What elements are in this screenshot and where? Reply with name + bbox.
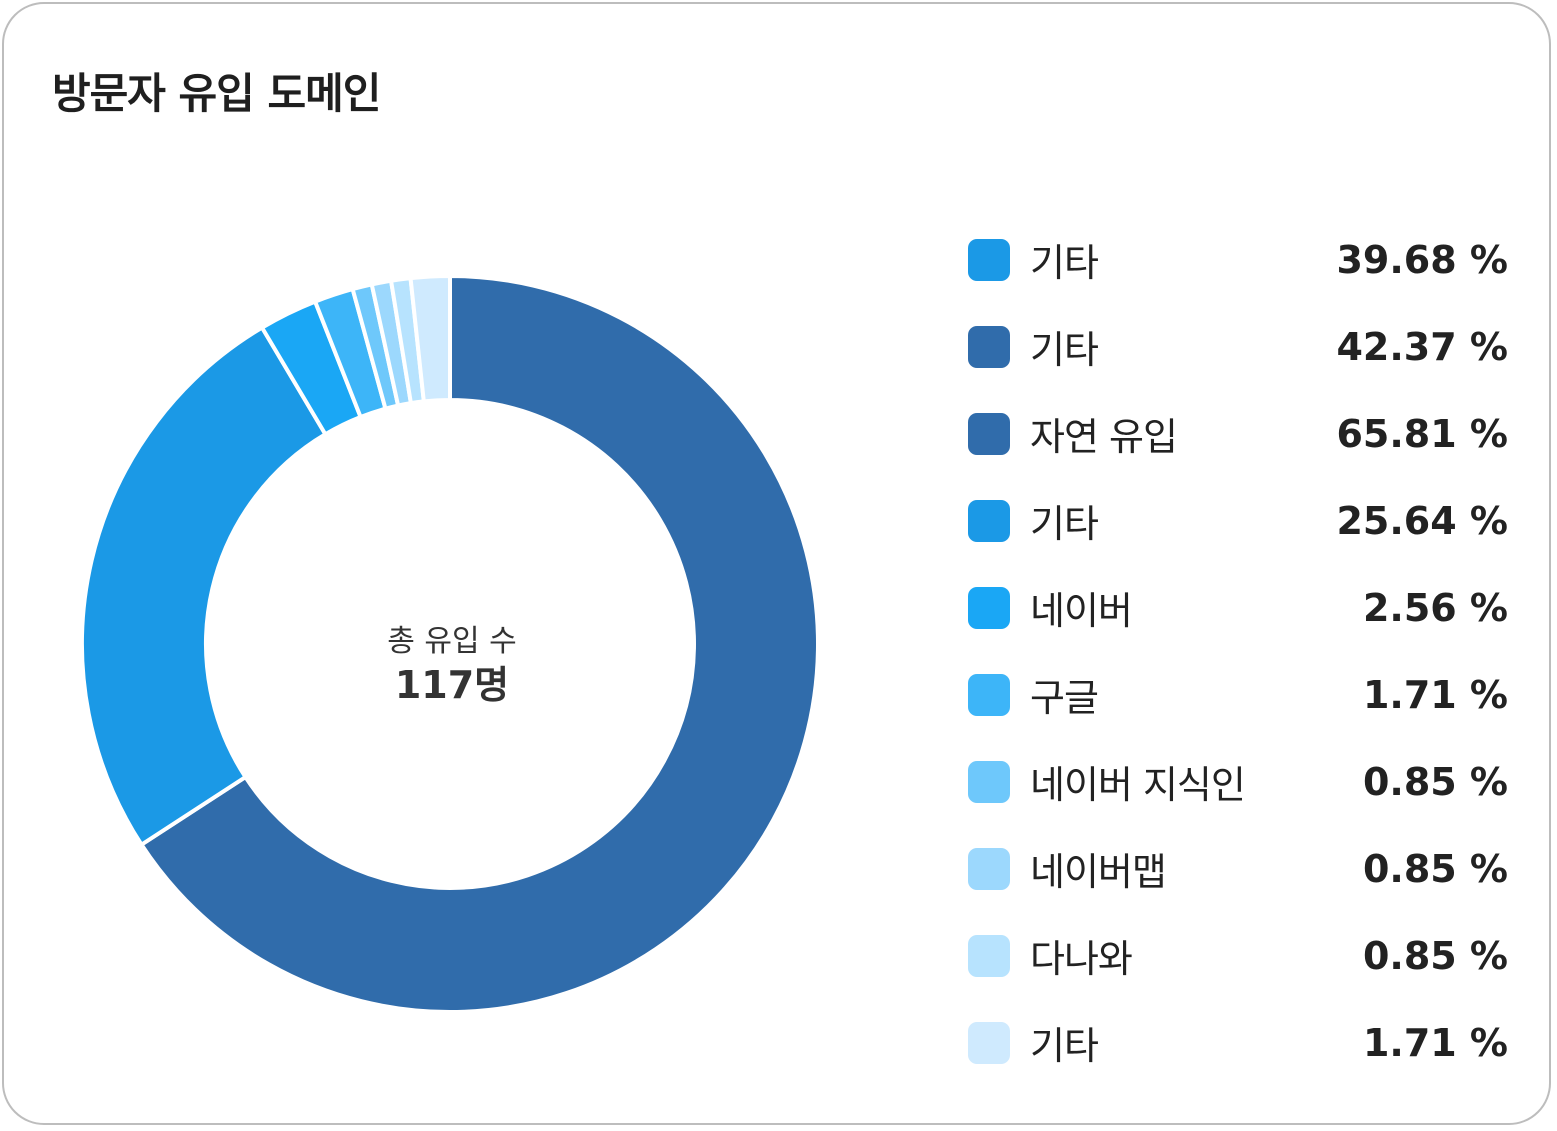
legend-swatch <box>968 673 1010 716</box>
legend-item[interactable]: 네이버 지식인 0.85 % <box>968 738 1508 825</box>
legend-label: 다나와 <box>1030 937 1133 981</box>
legend-label: 네이버 <box>1030 589 1133 633</box>
legend-value: 25.64 % <box>1336 498 1508 543</box>
legend-label: 구글 <box>1030 676 1099 720</box>
legend-item[interactable]: 자연 유입 65.81 % <box>968 390 1508 477</box>
legend-swatch <box>968 934 1010 977</box>
legend-label: 네이버 지식인 <box>1030 763 1246 807</box>
center-total: 117명 <box>394 663 510 707</box>
legend-swatch <box>968 412 1010 455</box>
chart-legend: 기타 39.68 % 기타 42.37 % 자연 유입 65.81 % 기타 25.64 % 네… <box>968 216 1508 1086</box>
legend-label: 기타 <box>1030 1024 1099 1068</box>
legend-value: 65.81 % <box>1336 411 1508 456</box>
legend-swatch <box>968 238 1010 281</box>
donut-chart <box>80 273 820 1014</box>
donut-slice[interactable] <box>408 273 452 404</box>
legend-swatch <box>968 325 1010 368</box>
legend-item[interactable]: 기타 42.37 % <box>968 303 1508 390</box>
legend-value: 1.71 % <box>1362 1020 1508 1065</box>
legend-label: 기타 <box>1030 502 1099 546</box>
legend-label: 네이버맵 <box>1030 850 1167 894</box>
legend-swatch <box>968 1021 1010 1064</box>
legend-item[interactable]: 네이버 2.56 % <box>968 564 1508 651</box>
legend-item[interactable]: 기타 39.68 % <box>968 216 1508 303</box>
legend-item[interactable]: 다나와 0.85 % <box>968 912 1508 999</box>
donut-slice[interactable] <box>138 273 820 1014</box>
legend-value: 0.85 % <box>1362 759 1508 804</box>
center-label: 총 유입 수 <box>387 624 517 659</box>
legend-swatch <box>968 499 1010 542</box>
legend-swatch <box>968 586 1010 629</box>
legend-item[interactable]: 네이버맵 0.85 % <box>968 825 1508 912</box>
card-title: 방문자 유입 도메인 <box>52 69 381 118</box>
legend-item[interactable]: 구글 1.71 % <box>968 651 1508 738</box>
legend-value: 0.85 % <box>1362 846 1508 891</box>
donut-slice[interactable] <box>80 324 329 848</box>
legend-value: 0.85 % <box>1362 933 1508 978</box>
legend-swatch <box>968 847 1010 890</box>
legend-label: 기타 <box>1030 328 1099 372</box>
legend-value: 39.68 % <box>1336 237 1508 282</box>
legend-label: 자연 유입 <box>1030 415 1178 459</box>
legend-value: 2.56 % <box>1362 585 1508 630</box>
legend-value: 42.37 % <box>1336 324 1508 369</box>
legend-item[interactable]: 기타 1.71 % <box>968 999 1508 1086</box>
legend-label: 기타 <box>1030 241 1099 285</box>
legend-item[interactable]: 기타 25.64 % <box>968 477 1508 564</box>
legend-swatch <box>968 760 1010 803</box>
legend-value: 1.71 % <box>1362 672 1508 717</box>
